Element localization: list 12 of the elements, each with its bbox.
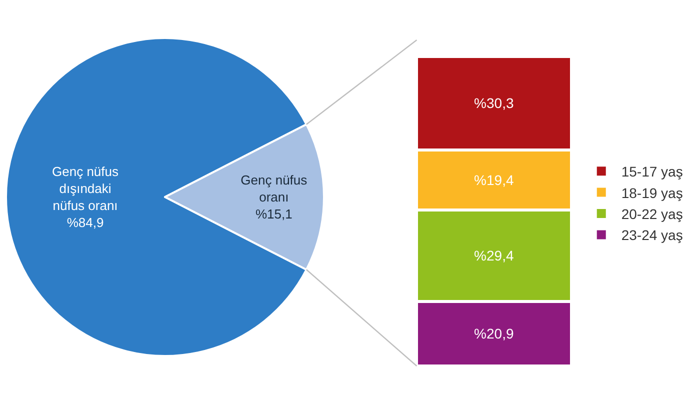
legend-label: 18-19 yaş — [621, 184, 683, 201]
data-label: %20,9 — [474, 326, 514, 342]
legend-label: 20-22 yaş — [621, 206, 683, 222]
data-label: %15,1 — [255, 206, 292, 222]
slice-label: Genç nüfus dışındaki nüfus oranı — [52, 164, 119, 213]
data-label: %84,9 — [66, 214, 104, 230]
data-label: %29,4 — [474, 248, 514, 264]
legend-label: 23-24 yaş — [621, 227, 683, 244]
data-label: %19,4 — [474, 172, 514, 188]
slice-label: Genç nüfus oranı — [240, 172, 308, 204]
data-label: %30,3 — [474, 95, 514, 112]
legend-label: 15-17 yaş — [621, 164, 683, 180]
